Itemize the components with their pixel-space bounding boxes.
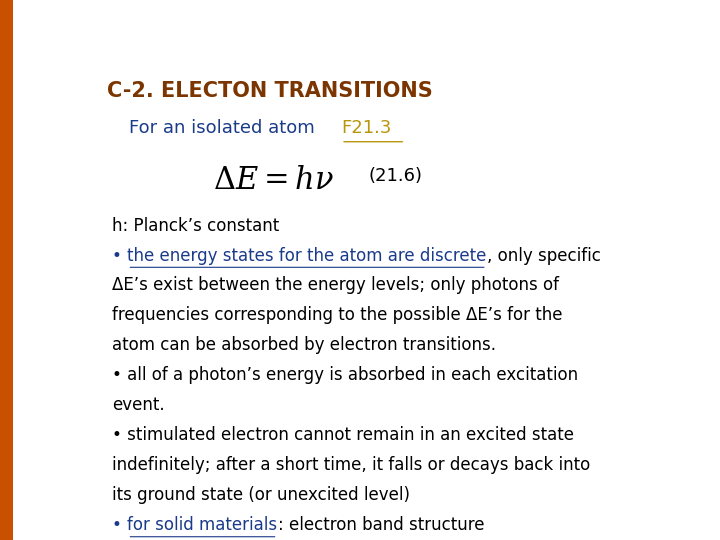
Text: atom can be absorbed by electron transitions.: atom can be absorbed by electron transit…: [112, 336, 496, 354]
Text: indefinitely; after a short time, it falls or decays back into: indefinitely; after a short time, it fal…: [112, 456, 590, 474]
Text: $\Delta E = h\nu$: $\Delta E = h\nu$: [213, 165, 333, 195]
Text: event.: event.: [112, 396, 165, 414]
Text: for solid materials: for solid materials: [127, 516, 278, 534]
Text: C-2. ELECTON TRANSITIONS: C-2. ELECTON TRANSITIONS: [107, 82, 433, 102]
Text: • stimulated electron cannot remain in an excited state: • stimulated electron cannot remain in a…: [112, 426, 575, 444]
Text: • all of a photon’s energy is absorbed in each excitation: • all of a photon’s energy is absorbed i…: [112, 366, 578, 384]
Text: F21.3: F21.3: [341, 119, 392, 137]
Text: frequencies corresponding to the possible ΔE’s for the: frequencies corresponding to the possibl…: [112, 306, 563, 325]
Text: For an isolated atom: For an isolated atom: [129, 119, 315, 137]
Text: the energy states for the atom are discrete: the energy states for the atom are discr…: [127, 246, 487, 265]
Text: •: •: [112, 516, 127, 534]
Text: •: •: [112, 246, 127, 265]
Text: : electron band structure: : electron band structure: [278, 516, 484, 534]
Text: its ground state (or unexcited level): its ground state (or unexcited level): [112, 486, 410, 504]
Text: , only specific: , only specific: [487, 246, 600, 265]
Text: (21.6): (21.6): [369, 167, 423, 185]
Text: ΔE’s exist between the energy levels; only photons of: ΔE’s exist between the energy levels; on…: [112, 276, 559, 294]
Text: h: Planck’s constant: h: Planck’s constant: [112, 217, 279, 234]
